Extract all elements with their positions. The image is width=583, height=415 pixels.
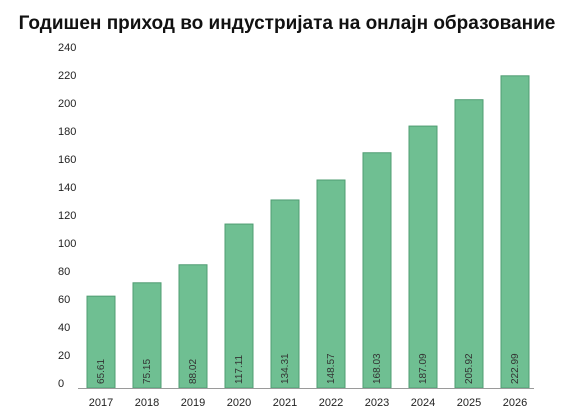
x-tick-label: 2023 [365, 397, 389, 409]
y-axis: 0 20 40 60 80 100 120 140 160 180 200 220 240 [58, 42, 76, 390]
bar-value-label: 75.15 [142, 359, 153, 384]
bar-value-label: 65.61 [96, 359, 107, 384]
y-tick-label: 180 [58, 126, 76, 138]
bar [132, 282, 162, 389]
bar [316, 179, 346, 389]
bar [408, 125, 438, 389]
bar [362, 152, 392, 389]
y-tick-label: 140 [58, 182, 76, 194]
bar [178, 264, 208, 389]
x-tick-label: 2017 [89, 397, 113, 409]
x-tick-label: 2025 [457, 397, 481, 409]
y-tick-label: 200 [58, 98, 76, 110]
y-tick-label: 80 [58, 266, 70, 278]
y-tick-label: 40 [58, 322, 70, 334]
y-tick-label: 160 [58, 154, 76, 166]
bar-value-label: 187.09 [418, 353, 429, 384]
bar-value-label: 205.92 [464, 353, 475, 384]
y-tick-label: 20 [58, 350, 70, 362]
x-tick-label: 2018 [135, 397, 159, 409]
x-axis: 2017 2018 2019 2020 2021 2022 2023 2024 2025 2026 [89, 397, 527, 409]
bar [86, 295, 116, 389]
y-tick-label: 120 [58, 210, 76, 222]
bar-value-label: 148.57 [326, 353, 337, 384]
y-tick-label: 220 [58, 70, 76, 82]
bars-group: 65.61 75.15 88.02 117.11 134.31 148.57 168.03 1… [86, 75, 530, 389]
bar-value-label: 88.02 [188, 359, 199, 384]
x-tick-label: 2021 [273, 397, 297, 409]
x-tick-label: 2026 [503, 397, 527, 409]
bar [454, 99, 484, 389]
bar-value-label: 222.99 [510, 353, 521, 384]
bar [224, 223, 254, 389]
x-tick-label: 2022 [319, 397, 343, 409]
x-tick-label: 2024 [411, 397, 435, 409]
y-tick-label: 240 [58, 42, 76, 54]
chart-title: Годишен приход во индустријата на онлајн… [19, 13, 556, 34]
bar-value-label: 168.03 [372, 353, 383, 384]
y-tick-label: 60 [58, 294, 70, 306]
x-tick-label: 2019 [181, 397, 205, 409]
bar [500, 75, 530, 389]
bar-value-label: 134.31 [280, 353, 291, 384]
y-tick-label: 0 [58, 378, 64, 390]
bar-value-label: 117.11 [234, 354, 245, 384]
x-tick-label: 2020 [227, 397, 251, 409]
y-tick-label: 100 [58, 238, 76, 250]
